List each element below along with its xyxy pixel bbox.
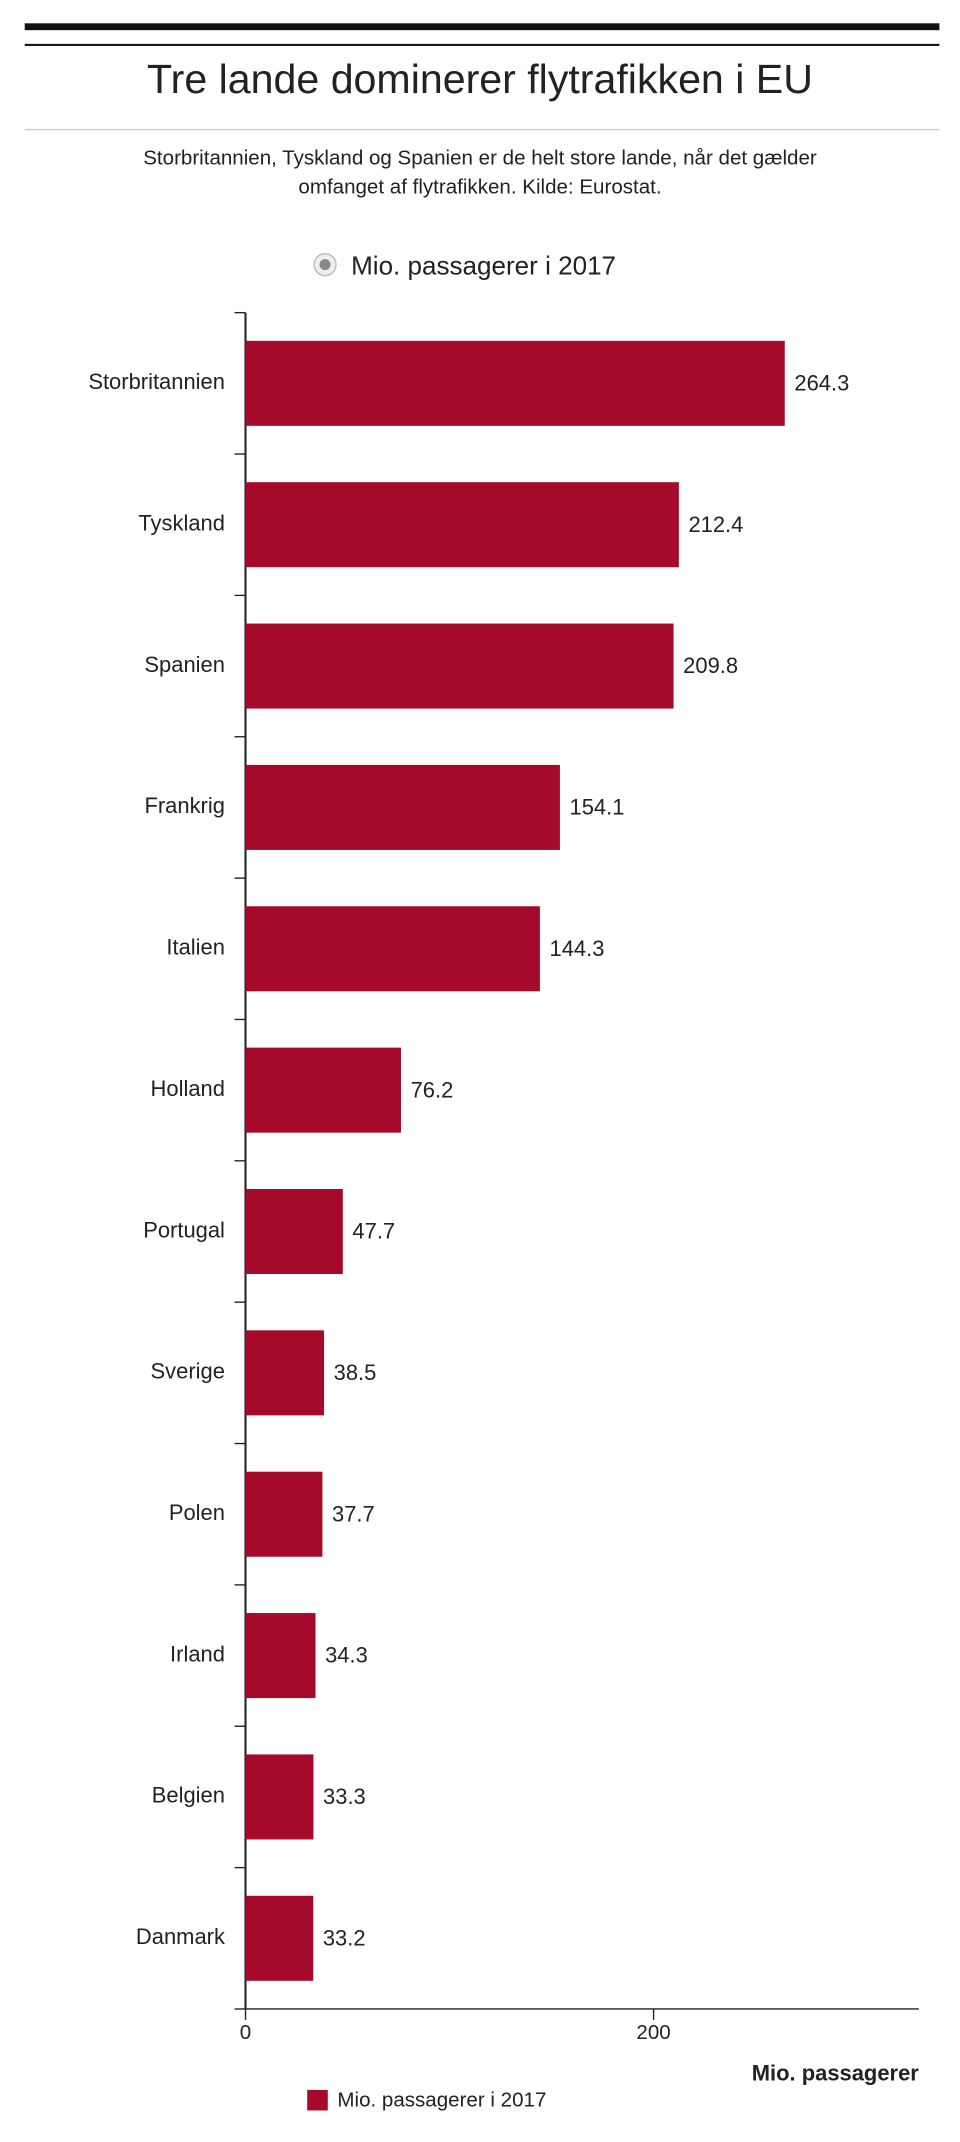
value-label: 33.3: [323, 1784, 366, 1809]
y-tick-label: Portugal: [143, 1217, 225, 1242]
value-label: 47.7: [352, 1219, 395, 1244]
bar: [245, 906, 540, 992]
y-tick-label: Storbritannien: [88, 369, 225, 394]
bar: [245, 1895, 314, 1981]
subtitle: omfanget af flytrafikken. Kilde: Eurosta…: [298, 175, 661, 198]
top-rule: [24, 23, 940, 31]
top-rule-thin: [24, 43, 940, 46]
y-tick-label: Polen: [169, 1500, 225, 1525]
y-tick-label: Danmark: [136, 1924, 225, 1949]
bar: [245, 1471, 323, 1557]
chart-title: Tre lande dominerer flytrafikken i EU: [147, 56, 813, 102]
value-label: 264.3: [794, 371, 849, 396]
bar: [245, 340, 785, 426]
bar: [245, 623, 674, 709]
legend-swatch[interactable]: [307, 2089, 328, 2111]
x-tick-label: 0: [240, 2021, 251, 2044]
value-label: 37.7: [332, 1501, 375, 1526]
bar: [245, 1330, 325, 1416]
x-axis-label: Mio. passagerer: [752, 2061, 920, 2086]
value-label: 38.5: [334, 1360, 377, 1385]
legend-top-label[interactable]: Mio. passagerer i 2017: [351, 250, 616, 280]
value-label: 33.2: [323, 1925, 366, 1950]
subtitle: Storbritannien, Tyskland og Spanien er d…: [143, 147, 817, 170]
value-label: 76.2: [411, 1077, 454, 1102]
bar: [245, 1613, 316, 1699]
y-tick-label: Italien: [166, 935, 225, 960]
y-tick-label: Spanien: [144, 652, 225, 677]
value-label: 34.3: [325, 1643, 368, 1668]
title-rule: [24, 128, 940, 131]
y-tick-label: Holland: [151, 1076, 225, 1101]
value-label: 212.4: [688, 512, 743, 537]
y-tick-label: Belgien: [152, 1783, 225, 1808]
value-label: 154.1: [570, 795, 625, 820]
bar: [245, 764, 560, 850]
bar: [245, 1754, 314, 1840]
y-tick-label: Irland: [170, 1641, 225, 1666]
value-label: 144.3: [550, 936, 605, 961]
legend-radio-dot: [319, 259, 331, 271]
value-label: 209.8: [683, 653, 738, 678]
y-tick-label: Frankrig: [144, 793, 224, 818]
x-tick-label: 200: [636, 2021, 670, 2044]
y-tick-label: Tyskland: [138, 510, 225, 535]
bar: [245, 482, 679, 568]
legend-label[interactable]: Mio. passagerer i 2017: [337, 2088, 546, 2111]
y-tick-label: Sverige: [151, 1359, 225, 1384]
bar: [245, 1047, 401, 1133]
bar: [245, 1188, 343, 1275]
